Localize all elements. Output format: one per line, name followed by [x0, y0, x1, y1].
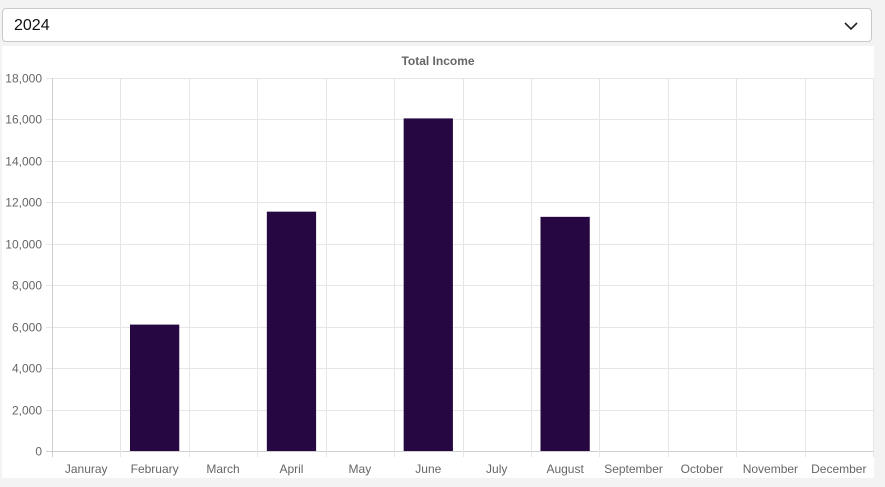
y-tick-label: 4,000 — [12, 362, 42, 376]
chevron-down-icon — [844, 22, 858, 31]
y-tick-label: 14,000 — [5, 155, 42, 169]
x-tick-label: February — [131, 462, 179, 476]
income-chart-card: 0 2,000 4,000 6,000 8,000 10,000 12,000 14,000 1… — [2, 46, 874, 478]
y-tick-label: 16,000 — [5, 113, 42, 127]
x-tick-label: September — [604, 462, 663, 476]
bar-february[interactable] — [129, 324, 180, 451]
chart-title: Total Income — [401, 54, 474, 68]
x-tick-label: October — [681, 462, 724, 476]
x-tick-label: Januray — [65, 462, 108, 476]
x-tick-label: April — [279, 462, 303, 476]
x-tick-label: November — [743, 462, 798, 476]
y-tick-label: 10,000 — [5, 238, 42, 252]
y-tick-label: 0 — [35, 445, 42, 459]
year-select-value: 2024 — [14, 17, 50, 34]
bar-april[interactable] — [266, 211, 317, 451]
y-tick-label: 2,000 — [12, 404, 42, 418]
x-tick-label: June — [415, 462, 441, 476]
bar-june[interactable] — [403, 118, 453, 452]
y-tick-label: 18,000 — [5, 72, 42, 86]
x-tick-label: December — [811, 462, 866, 476]
y-tick-label: 6,000 — [12, 321, 42, 335]
x-tick-label: July — [486, 462, 507, 476]
y-tick-label: 8,000 — [12, 279, 42, 293]
year-select[interactable]: 2024 — [2, 8, 872, 42]
income-bar-chart: 0 2,000 4,000 6,000 8,000 10,000 12,000 14,000 1… — [5, 54, 874, 476]
bar-august[interactable] — [540, 216, 590, 451]
x-tick-label: May — [349, 462, 372, 476]
y-tick-label: 12,000 — [5, 196, 42, 210]
x-tick-label: August — [546, 462, 584, 476]
x-tick-label: March — [206, 462, 239, 476]
